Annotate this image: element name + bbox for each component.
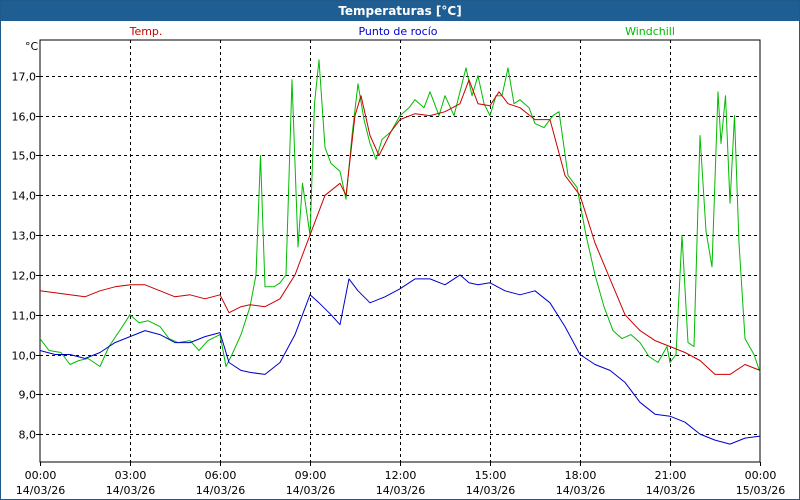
x-tick-time: 21:00 bbox=[655, 469, 687, 482]
y-tick-label: 17,0 bbox=[12, 71, 37, 84]
axes bbox=[36, 39, 761, 466]
window-title: Temperaturas [°C] bbox=[1, 1, 799, 21]
y-tick-label: 9,0 bbox=[19, 389, 37, 402]
x-tick-time: 15:00 bbox=[475, 469, 507, 482]
x-tick-date: 14/03/26 bbox=[196, 484, 245, 497]
series-line-windchill bbox=[39, 59, 761, 373]
y-tick-label: 14,0 bbox=[12, 190, 37, 203]
y-tick-label: 13,0 bbox=[12, 230, 37, 243]
x-tick-date: 14/03/26 bbox=[556, 484, 605, 497]
series-lines bbox=[39, 59, 761, 445]
y-tick-label: 11,0 bbox=[12, 310, 37, 323]
x-tick-time: 00:00 bbox=[25, 469, 57, 482]
x-tick-date: 15/03/26 bbox=[736, 484, 785, 497]
x-tick-time: 00:00 bbox=[745, 469, 777, 482]
x-tick-date: 14/03/26 bbox=[286, 484, 335, 497]
series-line-temp bbox=[39, 79, 761, 375]
x-tick-time: 09:00 bbox=[295, 469, 327, 482]
y-tick-labels: 8,0 9,0 10,0 11,0 12,0 13,0 14,0 15,0 16,0 17,0 bbox=[12, 71, 37, 442]
x-tick-date: 14/03/26 bbox=[646, 484, 695, 497]
x-tick-date: 14/03/26 bbox=[466, 484, 515, 497]
x-tick-time: 03:00 bbox=[115, 469, 147, 482]
x-tick-date: 14/03/26 bbox=[106, 484, 155, 497]
legend-item: Temp. bbox=[129, 25, 163, 38]
y-axis-label: °C bbox=[25, 40, 39, 53]
x-tick-date: 14/03/26 bbox=[376, 484, 425, 497]
grid bbox=[40, 40, 760, 462]
legend-item: Windchill bbox=[625, 25, 675, 38]
x-tick-date: 14/03/26 bbox=[16, 484, 65, 497]
x-tick-time: 06:00 bbox=[205, 469, 237, 482]
legend-item: Punto de rocío bbox=[358, 25, 437, 38]
y-tick-label: 8,0 bbox=[19, 429, 37, 442]
x-tick-labels: 00:00 14/03/26 03:00 14/03/26 06:00 14/03/26 0… bbox=[16, 469, 785, 497]
y-tick-label: 15,0 bbox=[12, 150, 37, 163]
y-tick-label: 10,0 bbox=[12, 350, 37, 363]
x-tick-time: 18:00 bbox=[565, 469, 597, 482]
x-tick-time: 12:00 bbox=[385, 469, 417, 482]
legend: Temp. Punto de rocío Windchill bbox=[129, 25, 675, 38]
y-tick-label: 16,0 bbox=[12, 111, 37, 124]
y-tick-label: 12,0 bbox=[12, 270, 37, 283]
series-line-punto-de-roc-o bbox=[39, 274, 761, 445]
